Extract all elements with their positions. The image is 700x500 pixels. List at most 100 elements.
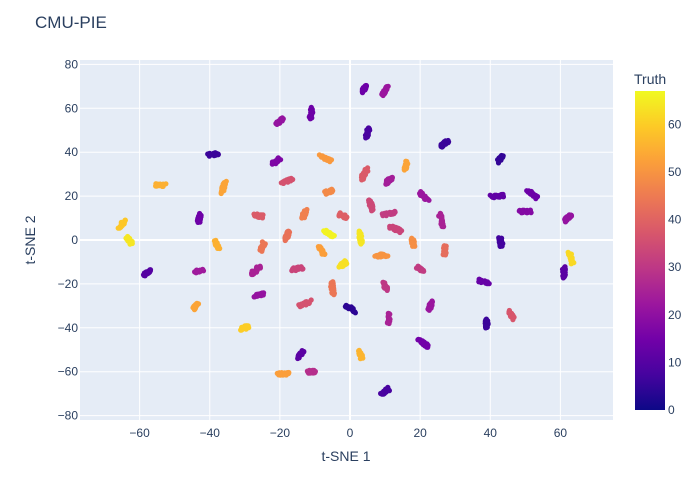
y-tick-label: 40 [65,145,79,159]
data-point [397,229,403,236]
x-tick-label: 20 [413,426,427,440]
data-point [238,327,244,333]
data-point [280,180,286,186]
data-point [425,342,431,348]
colorbar-tick-labels: 0 10 20 30 40 50 60 [668,117,682,417]
data-point [421,268,427,274]
data-point [328,157,335,163]
data-point [384,286,390,292]
chart-title: CMU-PIE [35,13,107,32]
data-point [571,260,577,266]
data-point [304,368,310,374]
colorbar-tick-label: 60 [668,117,682,131]
data-point [487,192,493,198]
data-point [249,271,255,278]
x-tick-label: 40 [484,426,498,440]
data-point [357,356,363,362]
colorbar-tick-label: 0 [668,403,675,417]
colorbar [635,91,665,410]
data-point [251,294,257,300]
x-tick-label: −20 [270,426,291,440]
x-tick-label: −40 [200,426,221,440]
y-tick-label: 20 [65,189,79,203]
data-point [163,181,169,187]
y-tick-label: −20 [58,277,79,291]
data-points [115,82,577,397]
data-point [442,251,448,257]
data-point [307,116,313,122]
data-point [484,324,490,330]
data-point [295,355,301,362]
data-point [380,92,386,99]
data-point [499,243,505,249]
data-point [274,121,280,127]
data-point [370,207,376,213]
data-point [191,307,198,313]
x-tick-label: −60 [129,426,150,440]
data-point [563,219,569,225]
data-point [528,210,534,216]
data-point [323,190,329,196]
data-point [296,302,302,308]
data-point [286,369,292,376]
data-point [290,266,296,272]
y-axis-title: t-SNE 2 [22,215,38,264]
data-point [401,167,407,173]
data-point [486,281,492,287]
data-point [329,234,336,240]
data-point [359,177,365,183]
data-point [299,215,305,221]
data-point [205,151,211,157]
data-point [359,88,365,94]
colorbar-tick-label: 50 [668,165,682,179]
y-tick-label: −80 [58,409,79,423]
data-point [140,272,147,278]
colorbar-tick-label: 40 [668,213,682,227]
data-point [331,292,337,298]
x-tick-labels: −60 −40 −20 0 20 40 60 [129,426,567,440]
y-tick-label: −40 [58,321,79,335]
data-point [342,213,348,219]
data-point [425,306,431,312]
data-point [372,253,378,259]
data-point [379,390,385,396]
x-axis-title: t-SNE 1 [321,448,370,464]
data-point [510,317,516,323]
data-point [384,320,390,326]
data-point [352,310,358,316]
data-point [381,211,387,217]
data-point [196,217,202,224]
colorbar-tick-label: 20 [668,308,682,322]
data-point [426,197,432,203]
data-point [534,194,540,200]
data-point [322,251,328,257]
data-point [410,243,416,249]
y-tick-label: 80 [65,57,79,71]
colorbar-tick-label: 10 [668,355,682,369]
gridlines [80,60,613,420]
data-point [218,190,224,197]
data-point [259,248,265,254]
x-tick-label: 0 [347,426,354,440]
data-point [383,179,389,185]
y-tick-labels: −80 −60 −40 −20 0 20 40 60 80 [58,57,79,422]
data-point [115,225,121,231]
data-point [560,275,566,281]
data-point [269,159,275,165]
data-point [337,263,343,269]
colorbar-tick-label: 30 [668,260,682,274]
x-tick-label: 60 [554,426,568,440]
data-point [358,241,364,247]
data-point [283,237,289,243]
data-point [363,135,369,141]
data-point [438,143,444,149]
colorbar-title: Truth [634,71,667,87]
data-point [129,238,135,245]
data-point [495,160,502,166]
y-tick-label: 60 [65,101,79,115]
data-point [217,245,223,252]
y-tick-label: −60 [58,365,79,379]
data-point [441,224,447,230]
data-point [193,269,199,275]
